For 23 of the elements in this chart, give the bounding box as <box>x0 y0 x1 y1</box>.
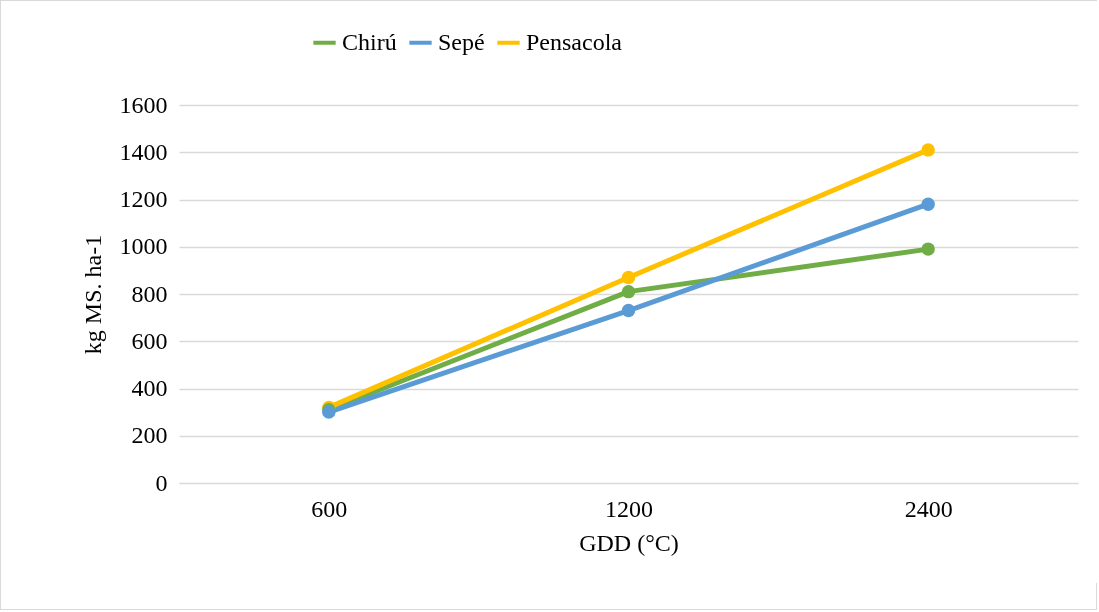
y-tick-label: 1000 <box>119 233 168 260</box>
y-tick-label: 1400 <box>119 138 168 165</box>
point <box>921 143 935 157</box>
y-tick-label: 0 <box>155 469 168 496</box>
x-tick-label: 600 <box>311 495 348 522</box>
y-tick-label: 1200 <box>119 186 168 212</box>
legend-label: Pensacola <box>526 28 623 55</box>
x-tick-label: 1200 <box>605 495 653 522</box>
point <box>621 303 636 318</box>
y-tick-label: 400 <box>131 375 168 401</box>
y-axis-title: kg MS. ha-1 <box>79 234 106 355</box>
y-tick-label: 200 <box>131 422 168 449</box>
point <box>621 284 636 299</box>
legend-label: Chirú <box>342 28 397 55</box>
point <box>921 242 935 256</box>
point <box>621 270 636 285</box>
y-tick-label: 1600 <box>119 91 168 118</box>
y-tick-label: 600 <box>131 327 168 354</box>
y-tick-label: 800 <box>131 280 168 307</box>
x-axis-title: GDD (°C) <box>579 529 679 556</box>
point <box>921 197 935 211</box>
x-tick-label: 2400 <box>904 495 953 522</box>
legend-label: Sepé <box>438 28 485 55</box>
